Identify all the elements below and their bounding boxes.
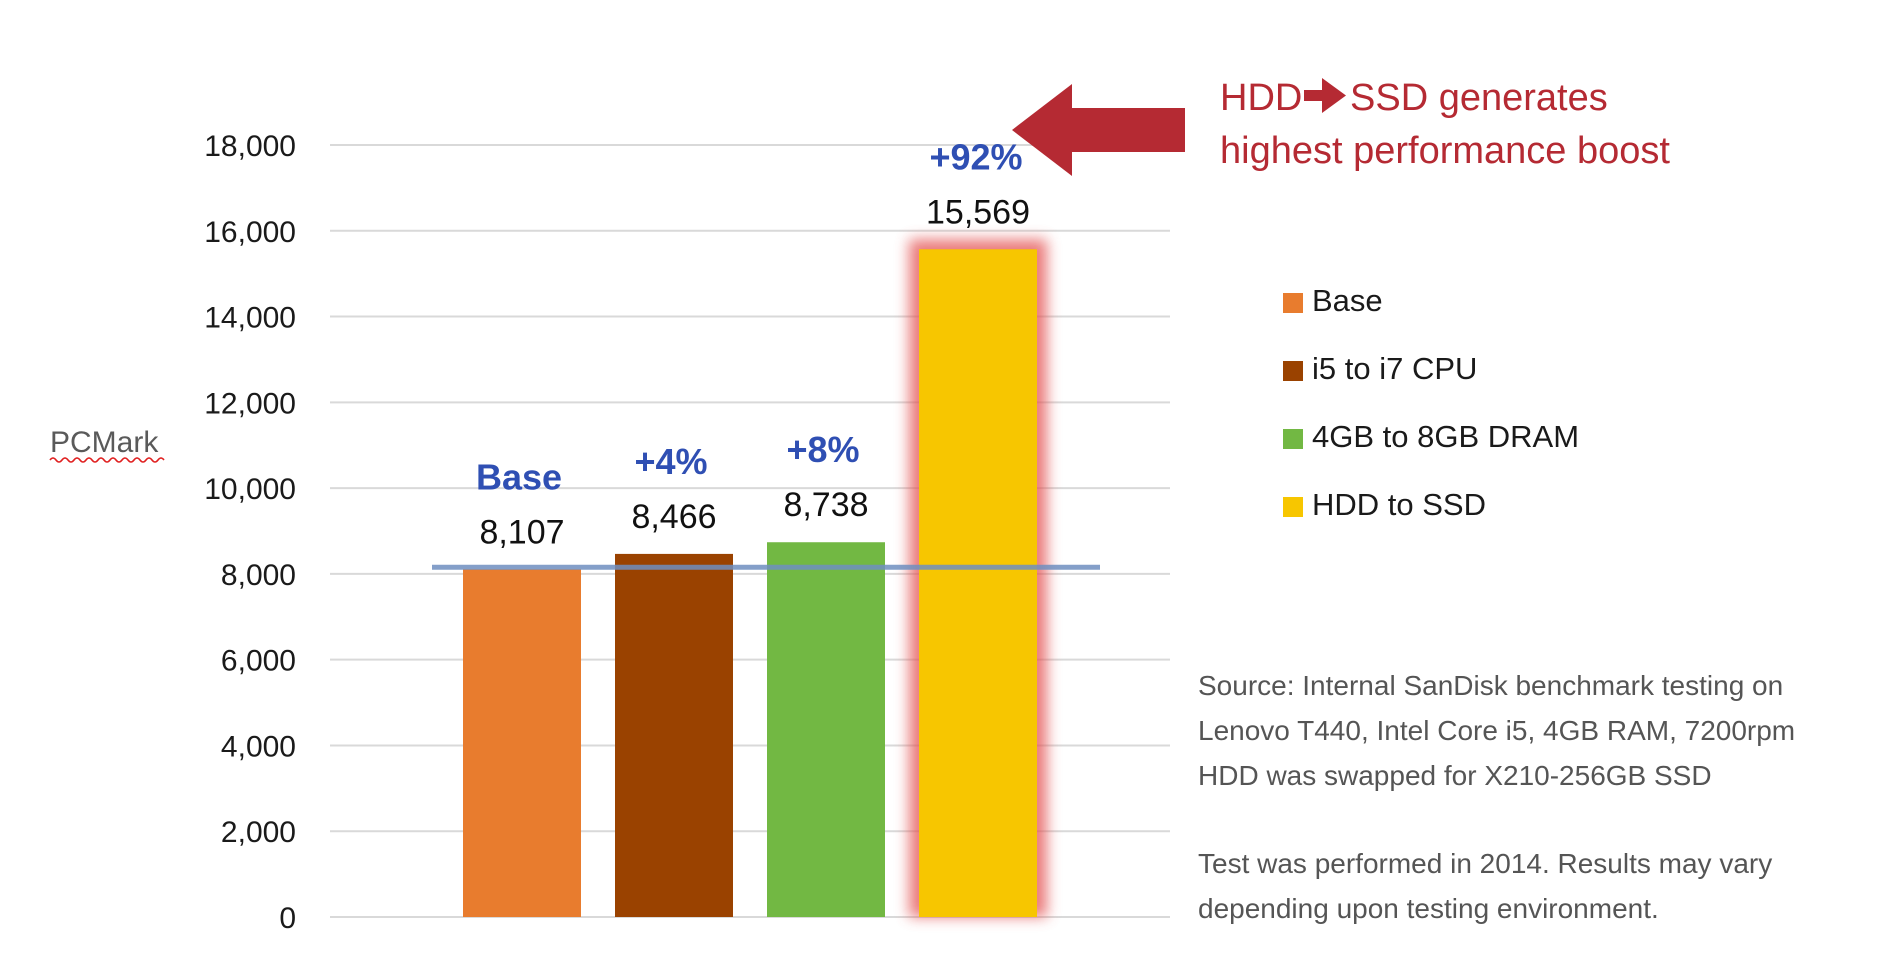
note-line-4: Test was performed in 2014. Results may … [1198, 848, 1772, 879]
legend-label: i5 to i7 CPU [1312, 351, 1477, 386]
note-line-1: Source: Internal SanDisk benchmark testi… [1198, 670, 1783, 701]
note-line-3: HDD was swapped for X210-256GB SSD [1198, 760, 1712, 791]
y-tick-label: 4,000 [221, 730, 296, 763]
y-tick-label: 16,000 [204, 216, 296, 249]
note-line-2: Lenovo T440, Intel Core i5, 4GB RAM, 720… [1198, 715, 1795, 746]
legend-label: HDD to SSD [1312, 487, 1486, 522]
source-notes: Source: Internal SanDisk benchmark testi… [1198, 670, 1795, 924]
legend-swatch [1283, 361, 1303, 381]
change-label: +92% [929, 136, 1022, 177]
legend-swatch [1283, 429, 1303, 449]
bar [615, 553, 733, 917]
y-tick-label: 2,000 [221, 816, 296, 849]
change-label: +8% [786, 429, 859, 470]
callout-hdd: HDD [1220, 77, 1302, 119]
y-tick-label: 18,000 [204, 130, 296, 163]
y-tick-label: 10,000 [204, 473, 296, 506]
callout-arrow-icon [1012, 84, 1185, 176]
y-tick-label: 0 [279, 902, 296, 935]
y-tick-label: 6,000 [221, 645, 296, 678]
legend: Base i5 to i7 CPU 4GB to 8GB DRAM HDD to SS… [1283, 283, 1579, 522]
y-tick-label: 14,000 [204, 302, 296, 335]
bar [463, 569, 581, 917]
value-labels: 8,107 8,466 8,738 15,569 [479, 193, 1030, 551]
change-label: Base [476, 456, 562, 497]
inline-arrow-icon [1304, 78, 1346, 113]
callout-line-1-rest: SSD generates [1350, 77, 1608, 119]
legend-label: Base [1312, 283, 1383, 318]
bars [463, 239, 1047, 918]
callout-line-2: highest performance boost [1220, 130, 1670, 172]
note-line-5: depending upon testing environment. [1198, 893, 1659, 924]
callout-line-1: HDD [1220, 77, 1302, 119]
value-label: 8,738 [783, 486, 868, 524]
y-axis-label: PCMark [50, 426, 159, 459]
change-labels: Base +4% +8% +92% [476, 136, 1023, 497]
spellcheck-underline [49, 457, 165, 463]
value-label: 8,466 [631, 498, 716, 536]
legend-label: 4GB to 8GB DRAM [1312, 419, 1579, 454]
bar [919, 249, 1037, 918]
y-axis-ticks: 0 2,000 4,000 6,000 8,000 10,000 12,000 14,000 1… [204, 130, 296, 935]
y-tick-label: 8,000 [221, 559, 296, 592]
value-label: 15,569 [926, 193, 1030, 231]
legend-swatch [1283, 497, 1303, 517]
value-label: 8,107 [479, 513, 564, 551]
y-tick-label: 12,000 [204, 387, 296, 420]
change-label: +4% [634, 441, 707, 482]
legend-swatch [1283, 293, 1303, 313]
bar [767, 542, 885, 917]
